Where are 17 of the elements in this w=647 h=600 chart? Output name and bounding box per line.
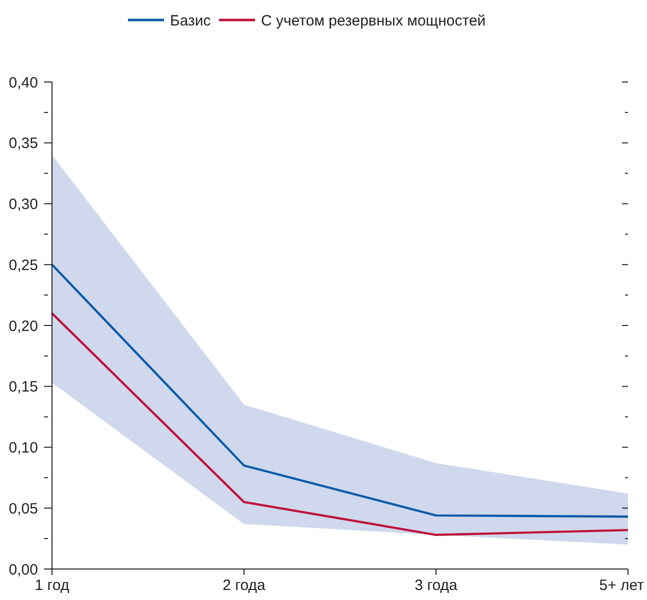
- y-tick-label: 0,40: [8, 74, 38, 92]
- y-tick-label: 0,20: [8, 318, 38, 335]
- y-tick-label: 0,15: [8, 378, 38, 396]
- y-tick-label: 0,10: [8, 440, 38, 456]
- x-tick-label: 3 года: [414, 577, 458, 594]
- y-tick-label: 0,35: [8, 135, 38, 152]
- line-series: [50, 264, 630, 518]
- legend-label: Базис: [170, 12, 212, 30]
- x-tick-label: 1 год: [34, 577, 70, 594]
- line-series: [50, 312, 630, 536]
- y-tick-label: 0,30: [8, 196, 38, 213]
- y-tick-label: 0,05: [8, 500, 38, 518]
- y-tick-label: 0,25: [8, 256, 38, 274]
- x-tick-label: 2 года: [222, 577, 266, 594]
- x-tick-label: 5+ лет: [599, 577, 644, 594]
- legend-label: С учетом резервных мощностей: [261, 12, 486, 30]
- y-tick-label: 0,00: [8, 561, 38, 578]
